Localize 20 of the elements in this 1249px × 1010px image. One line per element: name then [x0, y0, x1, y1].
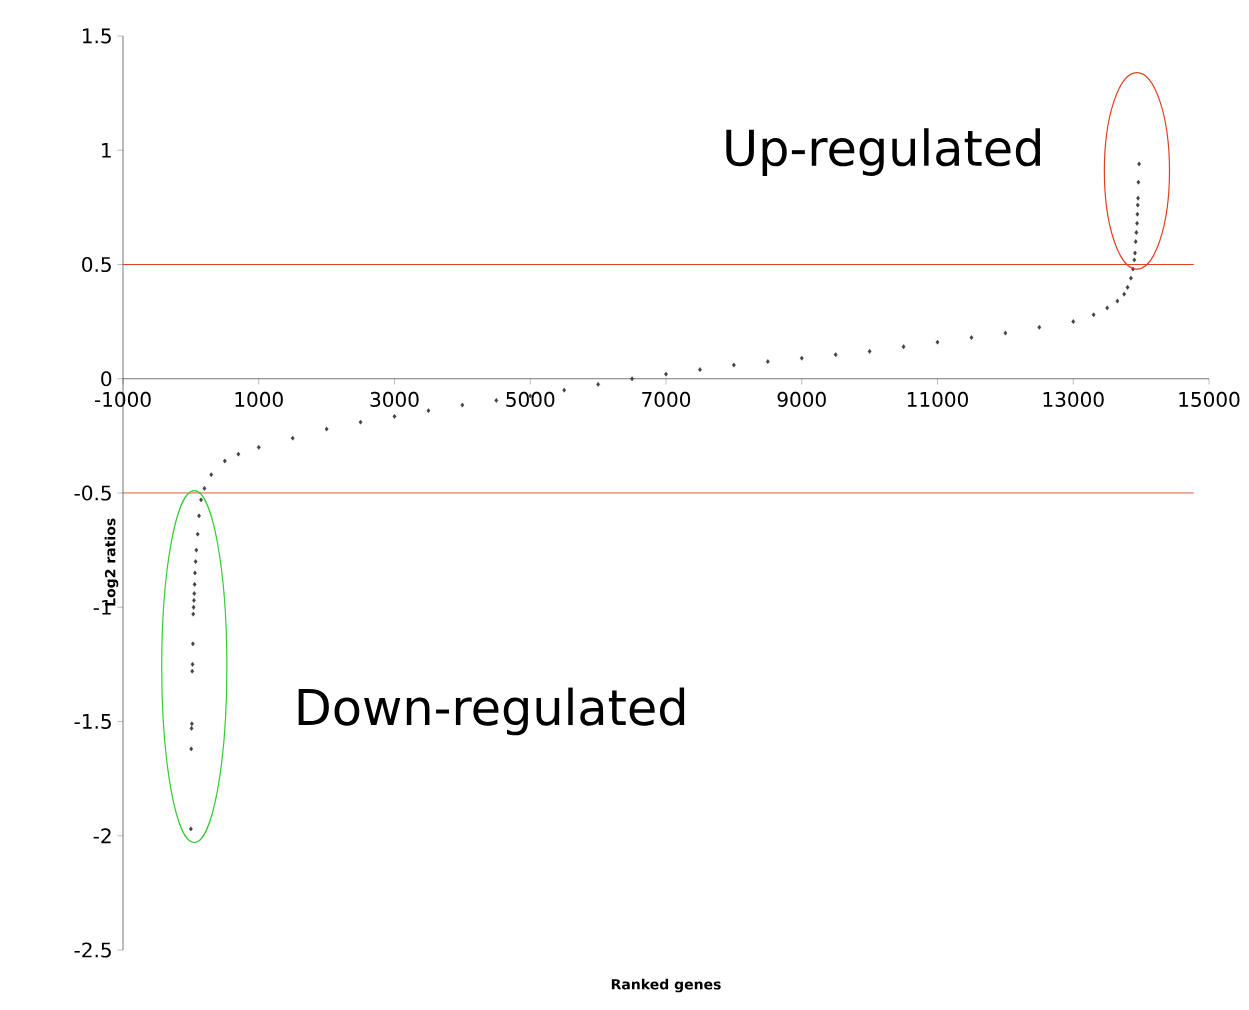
x-tick-label: 13000: [1043, 391, 1104, 407]
x-axis-title: Ranked genes: [611, 978, 721, 993]
y-tick-label: 1.5: [82, 28, 111, 44]
y-tick-label: -1.5: [74, 714, 111, 729]
x-tick-label: 11000: [907, 391, 968, 407]
x-tick-label: 9000: [777, 391, 826, 407]
x-tick-label: 15000: [1179, 391, 1240, 407]
x-tick-label: 5000: [506, 391, 555, 407]
y-tick-label: -2: [93, 828, 111, 844]
annotation: Down-regulated: [298, 687, 685, 736]
y-tick-label: -2.5: [74, 942, 111, 958]
y-tick-label: -0.5: [74, 485, 111, 501]
x-tick-label: 3000: [370, 391, 419, 407]
y-tick-label: 0: [101, 371, 112, 387]
x-tick-label: 7000: [642, 391, 691, 407]
y-tick-label: 1: [102, 142, 111, 158]
x-tick-label: 1000: [235, 391, 283, 407]
annotation: Up-regulated: [726, 128, 1040, 176]
x-tick-label: -1000: [94, 391, 151, 407]
y-tick-label: 0.5: [82, 256, 111, 273]
